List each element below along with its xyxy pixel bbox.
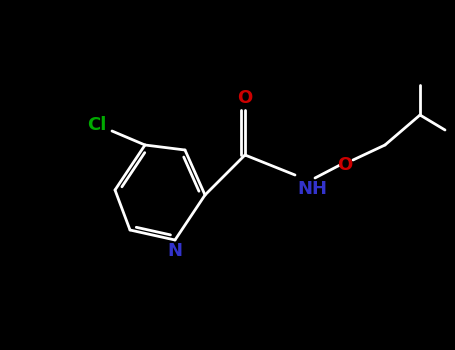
Text: N: N xyxy=(167,242,182,260)
Text: NH: NH xyxy=(297,180,327,198)
Text: O: O xyxy=(238,89,253,107)
Text: Cl: Cl xyxy=(87,116,106,134)
Text: O: O xyxy=(337,156,353,174)
